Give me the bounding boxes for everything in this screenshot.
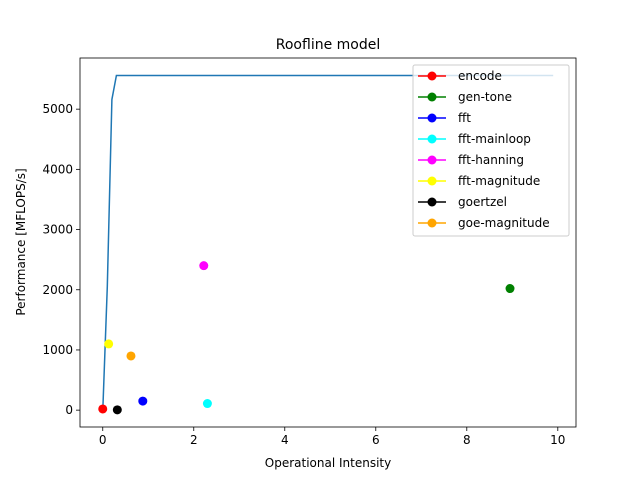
legend-marker-goertzel xyxy=(427,197,437,207)
legend-label-fft-hanning: fft-hanning xyxy=(458,153,524,167)
legend-box xyxy=(412,64,570,237)
legend-marker-goe-magnitude xyxy=(427,218,437,228)
x-tick-label-3: 6 xyxy=(372,433,380,447)
legend-label-gen-tone: gen-tone xyxy=(458,90,512,104)
y-tick-label-1: 1000 xyxy=(42,343,73,357)
chart-title: Roofline model xyxy=(276,37,380,53)
point-goertzel xyxy=(112,405,122,415)
y-tick-label-4: 4000 xyxy=(42,162,73,176)
legend: encode gen-tone fft fft-mainloop fft-hanning… xyxy=(412,64,570,237)
point-fft xyxy=(138,396,148,406)
y-tick-label-5: 5000 xyxy=(42,102,73,116)
x-tick-label-5: 10 xyxy=(550,433,565,447)
y-tick-label-2: 2000 xyxy=(42,283,73,297)
point-encode xyxy=(98,404,108,414)
legend-label-encode: encode xyxy=(458,69,502,83)
x-tick-label-1: 2 xyxy=(190,433,198,447)
point-gen-tone xyxy=(505,284,515,294)
legend-marker-fft-mainloop xyxy=(427,134,437,144)
legend-marker-fft-hanning xyxy=(427,155,437,165)
point-fft-magnitude xyxy=(104,339,114,349)
plot-area xyxy=(79,57,577,428)
legend-label-fft-mainloop: fft-mainloop xyxy=(458,132,531,146)
legend-label-fft-magnitude: fft-magnitude xyxy=(458,174,540,188)
x-tick-label-4: 8 xyxy=(463,433,471,447)
legend-label-goertzel: goertzel xyxy=(458,195,507,209)
legend-marker-encode xyxy=(427,71,437,81)
roofline-line xyxy=(102,74,554,411)
x-axis: 0 2 4 6 8 10 xyxy=(99,427,565,447)
point-goe-magnitude xyxy=(126,351,136,361)
point-fft-hanning xyxy=(199,261,209,271)
point-fft-mainloop xyxy=(202,399,212,409)
x-axis-label: Operational Intensity xyxy=(265,456,391,470)
y-axis: 0 1000 2000 3000 4000 5000 xyxy=(42,102,80,417)
y-tick-label-0: 0 xyxy=(65,403,73,417)
legend-label-goe-magnitude: goe-magnitude xyxy=(458,216,550,230)
legend-marker-gen-tone xyxy=(427,92,437,102)
y-axis-label: Performance [MFLOPS/s] xyxy=(14,168,28,315)
legend-marker-fft xyxy=(427,113,437,123)
x-tick-label-2: 4 xyxy=(281,433,289,447)
legend-marker-fft-magnitude xyxy=(427,176,437,186)
legend-label-fft: fft xyxy=(458,111,471,125)
data-points xyxy=(98,261,515,415)
x-tick-label-0: 0 xyxy=(99,433,107,447)
y-tick-label-3: 3000 xyxy=(42,223,73,237)
